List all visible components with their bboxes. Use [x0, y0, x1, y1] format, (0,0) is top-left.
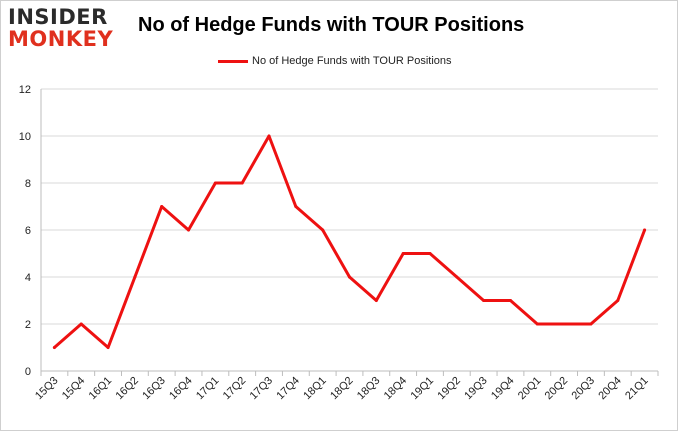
logo-line-2: MONKEY — [8, 27, 114, 51]
y-tick-label: 6 — [25, 225, 31, 237]
x-tick-label: 16Q1 — [87, 375, 115, 403]
x-tick-label: 18Q4 — [382, 375, 410, 403]
logo-line-1: INSIDER — [8, 5, 108, 29]
x-tick-label: 20Q2 — [543, 375, 571, 403]
x-tick-label: 17Q1 — [194, 375, 222, 403]
data-point — [160, 205, 164, 208]
x-tick-label: 15Q3 — [33, 375, 61, 403]
legend-swatch — [218, 59, 248, 63]
x-tick-label: 17Q4 — [274, 375, 302, 403]
grid-layer — [41, 88, 658, 325]
data-point — [294, 205, 298, 208]
y-tick-label: 0 — [25, 366, 31, 378]
data-point — [79, 322, 83, 326]
x-tick-label: 19Q3 — [462, 375, 490, 403]
data-point — [616, 299, 620, 302]
axis-layer — [40, 89, 659, 376]
x-tick-label: 17Q2 — [221, 375, 249, 403]
data-point — [535, 322, 539, 326]
x-tick-label: 20Q1 — [516, 375, 544, 403]
data-point — [589, 322, 593, 326]
data-point — [187, 228, 191, 232]
data-point — [52, 346, 56, 349]
data-point — [133, 275, 137, 279]
data-point — [213, 181, 217, 185]
x-tick-label: 20Q4 — [596, 375, 624, 403]
data-point — [482, 299, 486, 302]
x-tick-label: 16Q3 — [140, 375, 168, 403]
chart-legend: No of Hedge Funds with TOUR Positions — [218, 55, 452, 67]
x-tick-label: 19Q1 — [409, 375, 437, 403]
data-point — [562, 322, 566, 326]
data-point — [428, 252, 432, 255]
y-tick-label: 10 — [19, 131, 31, 143]
data-point — [455, 275, 459, 279]
x-tick-label: 17Q3 — [248, 375, 276, 403]
data-point — [374, 299, 378, 302]
x-tick-label: 21Q1 — [623, 375, 651, 403]
x-tick-label: 18Q3 — [355, 375, 383, 403]
chart-title: No of Hedge Funds with TOUR Positions — [138, 14, 525, 36]
x-tick-label: 20Q3 — [570, 375, 598, 403]
data-point — [348, 275, 351, 279]
y-tick-label: 12 — [19, 84, 31, 96]
x-tick-label: 18Q2 — [328, 375, 356, 403]
data-point — [267, 134, 271, 138]
x-tick-label: 15Q4 — [60, 375, 88, 403]
legend-label: No of Hedge Funds with TOUR Positions — [252, 55, 452, 67]
x-tick-label: 16Q2 — [113, 375, 141, 403]
data-point — [106, 346, 110, 349]
series-line — [52, 134, 647, 349]
y-tick-label: 4 — [25, 272, 31, 284]
x-tick-label: 16Q4 — [167, 375, 195, 403]
insider-monkey-logo: INSIDER MONKEY — [8, 6, 128, 56]
data-point — [321, 228, 325, 232]
data-point — [643, 228, 647, 232]
data-point — [401, 252, 405, 255]
data-point — [240, 181, 244, 185]
series-layer — [52, 134, 647, 349]
data-point — [508, 299, 512, 302]
x-tick-label: 19Q4 — [489, 375, 517, 403]
x-tick-label: 18Q1 — [301, 375, 329, 403]
y-tick-label: 8 — [25, 178, 31, 190]
y-tick-label: 2 — [25, 319, 31, 331]
x-tick-label: 19Q2 — [435, 375, 463, 403]
